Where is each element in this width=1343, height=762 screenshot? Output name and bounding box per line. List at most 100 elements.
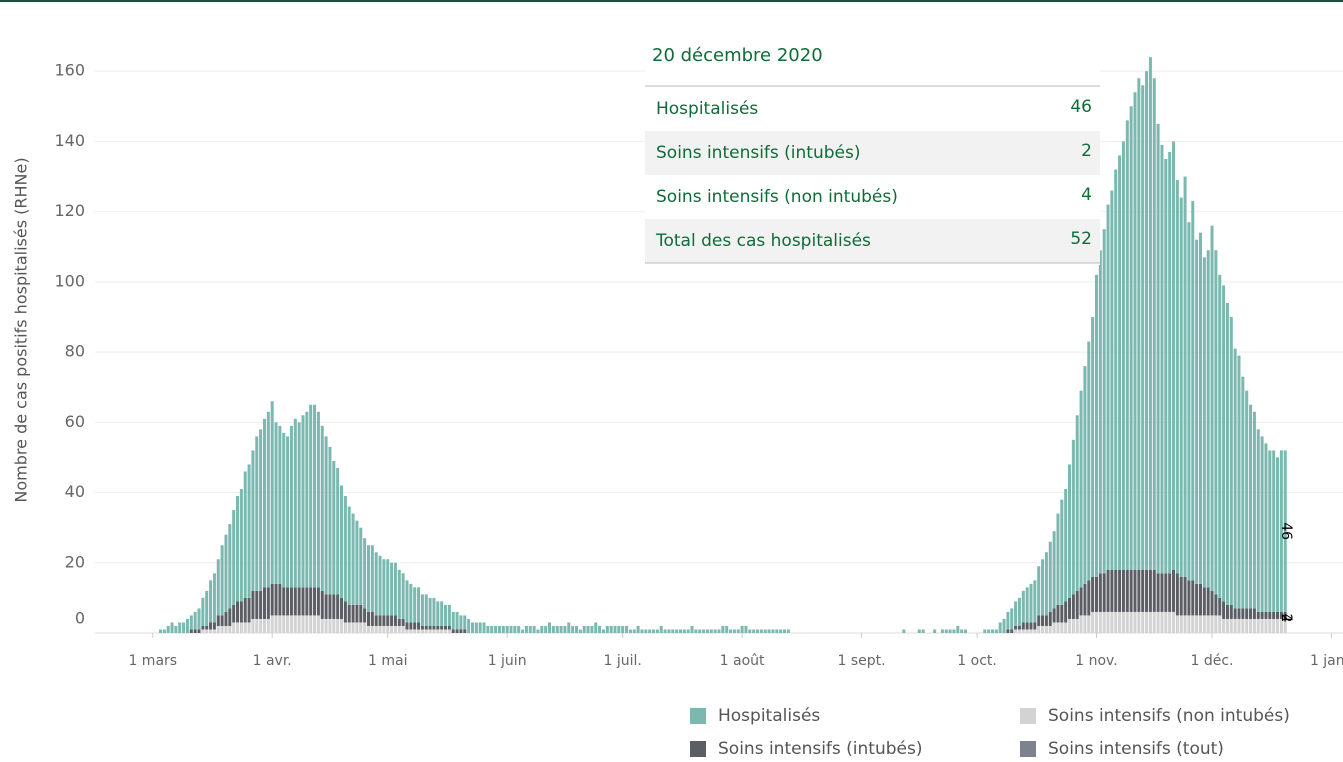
bar-segment bbox=[609, 625, 613, 633]
bar-segment bbox=[255, 618, 259, 633]
bar-segment bbox=[1198, 232, 1202, 584]
bar-segment bbox=[232, 622, 236, 633]
bar-segment bbox=[1098, 250, 1102, 574]
bar-segment bbox=[1075, 415, 1079, 591]
bar-segment bbox=[1056, 604, 1060, 623]
bar-segment bbox=[355, 604, 359, 623]
bar-segment bbox=[332, 460, 336, 595]
bar-segment bbox=[1256, 429, 1260, 612]
bar-segment bbox=[694, 629, 698, 633]
bar-segment bbox=[617, 625, 621, 633]
bar-segment bbox=[447, 604, 451, 626]
bar-segment bbox=[621, 625, 625, 633]
bar-segment bbox=[1048, 611, 1052, 626]
bar-segment bbox=[328, 594, 332, 619]
bar-segment bbox=[447, 629, 451, 633]
bar-segment bbox=[1164, 611, 1168, 633]
bar-segment bbox=[209, 622, 213, 630]
bar-segment bbox=[567, 622, 571, 633]
bar-segment bbox=[1214, 250, 1218, 595]
bar-segment bbox=[301, 587, 305, 616]
bar-segment bbox=[301, 615, 305, 633]
bar-segment bbox=[320, 618, 324, 633]
bar-segment bbox=[363, 538, 367, 609]
bar-segment bbox=[1279, 611, 1283, 619]
bar-segment bbox=[1006, 629, 1010, 633]
bar-segment bbox=[1071, 594, 1075, 619]
bar-segment bbox=[1283, 611, 1287, 619]
bar-segment bbox=[729, 629, 733, 633]
bar-segment bbox=[1237, 618, 1241, 633]
x-tick-label: 1 juin bbox=[488, 653, 527, 669]
bar-segment bbox=[1083, 615, 1087, 633]
bar-segment bbox=[686, 629, 690, 633]
bar-segment bbox=[332, 618, 336, 633]
bar-segment bbox=[289, 425, 293, 588]
bar-segment bbox=[582, 625, 586, 633]
bar-segment bbox=[1272, 618, 1276, 633]
bar-segment bbox=[1075, 618, 1079, 633]
bar-segment bbox=[239, 601, 243, 623]
bar-segment bbox=[201, 625, 205, 630]
bar-segment bbox=[1017, 597, 1021, 626]
bar-segment bbox=[1152, 78, 1156, 570]
bar-segment bbox=[401, 625, 405, 633]
bar-segment bbox=[1033, 629, 1037, 633]
bar-segment bbox=[775, 629, 779, 633]
bar-segment bbox=[1214, 615, 1218, 633]
bar-segment bbox=[1187, 615, 1191, 633]
bar-segment bbox=[309, 615, 313, 633]
legend-swatch bbox=[1020, 708, 1036, 724]
bar-segment bbox=[1183, 176, 1187, 577]
bar-segment bbox=[343, 496, 347, 602]
bar-segment bbox=[1118, 611, 1122, 633]
bar-segment bbox=[393, 615, 397, 626]
bar-segment bbox=[216, 615, 220, 626]
bar-segment bbox=[1264, 618, 1268, 633]
bar-segment bbox=[1025, 629, 1029, 633]
bar-segment bbox=[1156, 123, 1160, 574]
bar-segment bbox=[336, 594, 340, 619]
bar-segment bbox=[590, 625, 594, 633]
bar-segment bbox=[1210, 590, 1214, 616]
bar-segment bbox=[1233, 348, 1237, 609]
bar-segment bbox=[1102, 611, 1106, 633]
bar-segment bbox=[1091, 316, 1095, 577]
bar-segment bbox=[289, 615, 293, 633]
bar-segment bbox=[313, 404, 317, 588]
bar-segment bbox=[1052, 608, 1056, 623]
bar-segment bbox=[463, 629, 467, 633]
bar-segment bbox=[509, 625, 513, 633]
bar-segment bbox=[320, 590, 324, 619]
bar-segment bbox=[1175, 573, 1179, 616]
bar-segment bbox=[482, 622, 486, 633]
bar-segment bbox=[1068, 618, 1072, 633]
bar-segment bbox=[336, 618, 340, 633]
bar-segment bbox=[1222, 285, 1226, 602]
bar-segment bbox=[1241, 376, 1245, 609]
x-tick-label: 1 juil. bbox=[604, 653, 642, 669]
bar-segment bbox=[424, 625, 428, 630]
bar-segment bbox=[1102, 573, 1106, 612]
bar-segment bbox=[709, 629, 713, 633]
tooltip-row-bg bbox=[645, 131, 1100, 175]
bar-segment bbox=[1276, 618, 1280, 633]
bar-segment bbox=[1164, 158, 1168, 574]
bar-segment bbox=[209, 580, 213, 623]
bar-segment bbox=[1279, 618, 1283, 633]
bar-segment bbox=[1229, 316, 1233, 605]
tooltip-title: 20 décembre 2020 bbox=[652, 45, 823, 66]
bar-segment bbox=[343, 601, 347, 623]
bar-segment bbox=[316, 411, 320, 588]
bar-segment bbox=[286, 436, 290, 588]
bar-segment bbox=[1010, 608, 1014, 630]
bar-segment bbox=[1245, 618, 1249, 633]
bar-segment bbox=[782, 629, 786, 633]
bar-segment bbox=[386, 615, 390, 626]
bar-segment bbox=[1137, 611, 1141, 633]
bar-segment bbox=[1087, 615, 1091, 633]
bar-segment bbox=[998, 622, 1002, 633]
bar-segment bbox=[652, 629, 656, 633]
bar-segment bbox=[513, 625, 517, 633]
bar-segment bbox=[390, 615, 394, 626]
